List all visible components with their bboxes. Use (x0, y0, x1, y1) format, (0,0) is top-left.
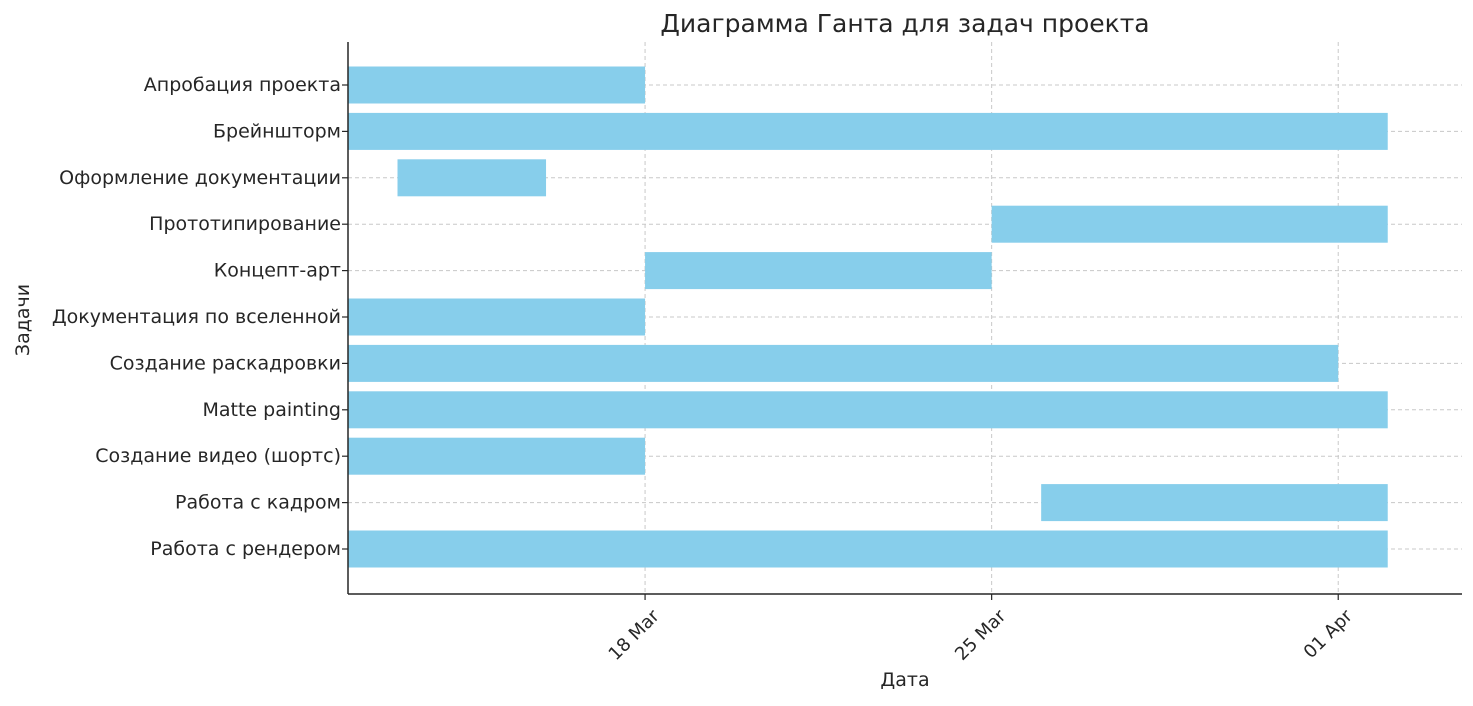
task-bar (348, 437, 646, 475)
task-label: Создание видео (шортс) (95, 445, 341, 467)
y-axis-title: Задачи (12, 284, 34, 356)
task-label: Matte painting (202, 399, 341, 421)
task-label: Работа с рендером (150, 538, 341, 560)
task-label: Работа с кадром (175, 492, 341, 514)
task-bar (397, 159, 547, 197)
task-label: Документация по вселенной (52, 306, 341, 328)
task-label: Брейншторм (213, 120, 341, 142)
task-label: Концепт-арт (214, 260, 341, 282)
task-bar (348, 66, 646, 104)
bar-layer (348, 66, 1388, 568)
x-tick-label: 25 Mar (951, 605, 1011, 665)
task-bar (645, 252, 992, 290)
x-tick-label: 18 Mar (605, 605, 665, 665)
task-label: Прототипирование (149, 213, 341, 235)
task-bar (348, 344, 1339, 382)
task-bar (348, 391, 1388, 429)
task-label: Апробация проекта (144, 74, 341, 96)
x-axis-title: Дата (880, 669, 929, 691)
x-tick-label: 01 Apr (1300, 605, 1358, 663)
task-bar (348, 298, 646, 336)
chart-title: Диаграмма Ганта для задач проекта (660, 9, 1149, 38)
task-label: Оформление документации (59, 167, 341, 189)
task-bar (348, 112, 1388, 150)
task-bar (1041, 484, 1388, 522)
task-bar (348, 530, 1388, 568)
task-label: Создание раскадровки (110, 352, 341, 374)
task-bar (991, 205, 1388, 243)
